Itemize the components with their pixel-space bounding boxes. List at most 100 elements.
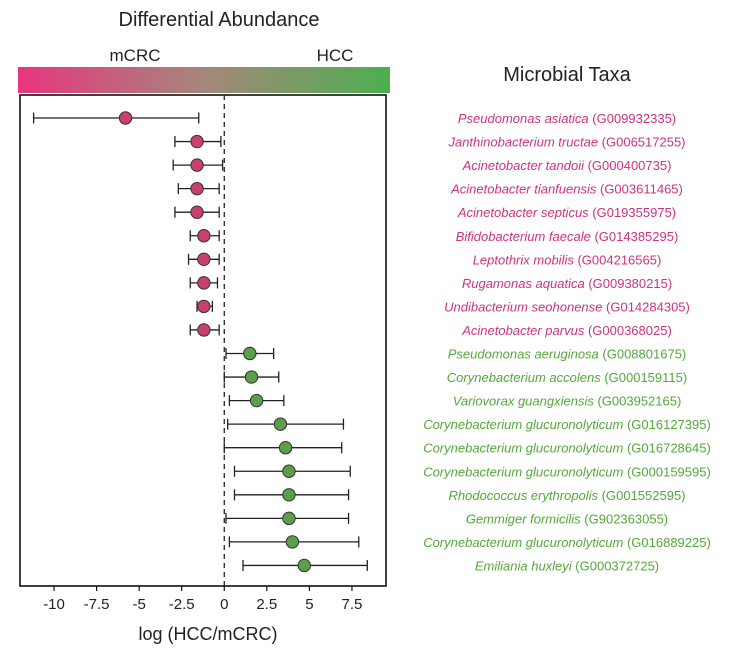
taxon-label: Rhodococcus erythropolis (G001552595) [448,488,685,503]
taxon-species: Acinetobacter septicus [457,205,589,220]
taxon-label: Gemmiger formicilis (G902363055) [466,511,668,526]
taxon-species: Corynebacterium glucuronolyticum [423,535,623,550]
taxon-id: (G000159595) [623,464,710,479]
row-10 [225,346,275,361]
plot-rows [32,111,368,573]
taxon-id: (G006517255) [598,135,685,150]
taxon-label: Acinetobacter septicus (G019355975) [457,205,676,220]
x-axis-label: log (HCC/mCRC) [139,624,278,644]
estimate-point [190,205,204,219]
taxa-title: Microbial Taxa [503,64,631,86]
estimate-point [243,346,257,361]
taxon-label: Undibacterium seohonense (G014284305) [444,299,690,314]
taxon-label: Leptothrix mobilis (G004216565) [473,252,662,267]
taxon-label: Pseudomonas asiatica (G009932335) [458,111,676,126]
x-tick-label: -5 [132,596,145,613]
estimate-point [244,370,259,384]
taxon-species: Corynebacterium glucuronolyticum [423,417,623,432]
x-tick-label: 0 [220,596,228,613]
taxon-id: (G001552595) [598,488,685,503]
taxon-species: Corynebacterium glucuronolyticum [423,464,623,479]
taxon-species: Rhodococcus erythropolis [448,488,598,503]
estimate-point [285,535,300,549]
taxon-id: (G016127395) [623,417,710,432]
estimate-point [282,511,296,526]
estimate-point [278,441,293,455]
row-11 [223,370,280,384]
taxon-id: (G000400735) [584,158,671,173]
taxon-id: (G000368025) [584,323,671,338]
taxon-id: (G014284305) [602,299,689,314]
x-tick-label: -2.5 [169,596,195,613]
taxon-id: (G000159115) [601,370,688,385]
estimate-point [197,276,211,290]
taxon-id: (G016889225) [623,535,710,550]
row-4 [174,205,220,219]
row-6 [187,252,220,266]
taxon-species: Rugamonas aquatica [462,276,585,291]
row-18 [228,535,360,549]
taxon-species: Bifidobacterium faecale [456,229,591,244]
estimate-point [197,229,211,243]
taxon-id: (G003611465) [596,182,683,197]
row-9 [189,323,220,337]
row-17 [225,511,350,526]
estimate-point [197,323,211,337]
taxon-species: Corynebacterium accolens [447,370,601,385]
taxon-species: Pseudomonas aeruginosa [448,347,599,362]
gradient-bar [18,67,390,93]
taxon-id: (G019355975) [589,205,676,220]
taxon-species: Corynebacterium glucuronolyticum [423,441,623,456]
row-19 [242,558,368,573]
x-tick-label: -10 [43,596,65,613]
plot-frame [19,94,387,587]
taxon-label: Corynebacterium accolens (G000159115) [447,370,687,385]
taxon-id: (G000372725) [572,558,659,573]
estimate-point [249,393,264,408]
taxon-label: Corynebacterium glucuronolyticum (G00015… [423,464,711,479]
taxon-species: Emiliania huxleyi [475,558,573,573]
taxon-label: Emiliania huxleyi (G000372725) [475,558,659,573]
row-7 [189,276,219,290]
estimate-point [190,181,204,196]
taxon-species: Acinetobacter tandoii [462,158,586,173]
taxa-labels: Pseudomonas asiatica (G009932335) Janthin… [423,111,711,573]
row-12 [228,393,285,408]
taxon-species: Gemmiger formicilis [466,511,581,526]
taxon-id: (G014385295) [591,229,678,244]
taxon-label: Variovorax guangxiensis (G003952165) [453,394,682,409]
x-tick-label: 5 [305,596,313,613]
taxon-id: (G902363055) [581,511,668,526]
taxon-id: (G016728645) [623,441,710,456]
taxon-label: Corynebacterium glucuronolyticum (G01672… [423,441,711,456]
taxon-id: (G009932335) [589,111,676,126]
row-3 [177,181,220,196]
estimate-point [118,111,133,125]
taxon-id: (G004216565) [574,252,661,267]
taxon-species: Acinetobacter tianfuensis [450,182,597,197]
taxon-label: Bifidobacterium faecale (G014385295) [456,229,679,244]
row-15 [233,464,351,478]
taxon-species: Leptothrix mobilis [473,252,575,267]
estimate-point [282,464,296,478]
taxon-species: Pseudomonas asiatica [458,111,589,126]
taxon-species: Variovorax guangxiensis [453,394,595,409]
x-axis: -10 -7.5 -5 -2.5 0 2.5 5 7.5 [43,586,362,613]
x-tick-label: 2.5 [256,596,277,613]
estimate-point [282,488,296,502]
taxon-species: Undibacterium seohonense [444,299,602,314]
taxon-label: Acinetobacter parvus (G000368025) [461,323,672,338]
row-13 [227,417,345,431]
taxon-species: Acinetobacter parvus [461,323,585,338]
estimate-point [197,252,211,266]
gradient-right-label: HCC [317,46,354,65]
row-2 [172,158,224,172]
estimate-point [190,158,204,172]
estimate-point [190,134,204,149]
gradient-left-label: mCRC [110,46,161,65]
row-14 [223,441,343,455]
estimate-point [197,299,211,314]
taxon-species: Janthinobacterium tructae [447,135,598,150]
row-5 [189,229,220,243]
